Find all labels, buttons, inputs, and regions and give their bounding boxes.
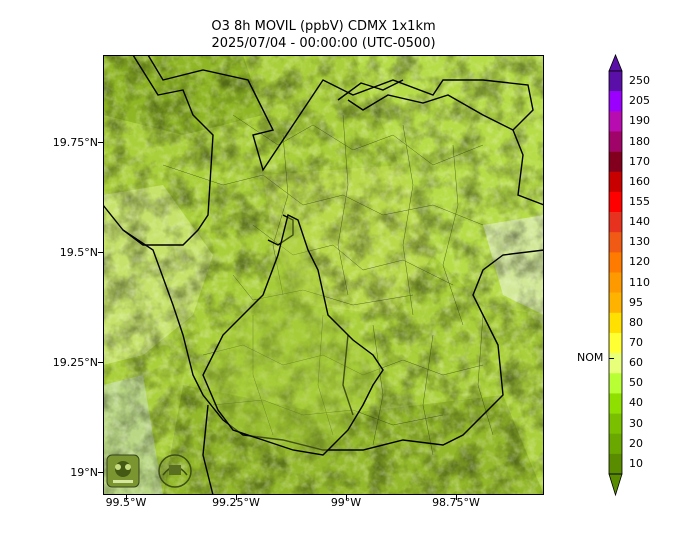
colorbar xyxy=(608,53,623,497)
y-label-19.25: 19.25°N xyxy=(52,356,98,369)
colorbar-tick-label: 140 xyxy=(629,215,650,229)
colorbar-segment xyxy=(609,312,622,334)
colorbar-tick-label: 180 xyxy=(629,134,650,148)
x-label-99.25: 99.25°W xyxy=(212,496,260,509)
colorbar-tick-label: 95 xyxy=(629,295,643,309)
colorbar-segment xyxy=(609,252,622,273)
colorbar-tick-label: 80 xyxy=(629,315,643,329)
colorbar-segment xyxy=(609,272,622,293)
colorbar-tick-label: 50 xyxy=(629,376,643,390)
y-label-19.5: 19.5°N xyxy=(59,246,98,259)
y-tick xyxy=(98,472,103,473)
calidad-aire-logo xyxy=(158,454,192,488)
colorbar-tick-label: 30 xyxy=(629,416,643,430)
colorbar-bottom-extend xyxy=(608,473,623,497)
terrain-highlights xyxy=(103,55,544,495)
map-title: O3 8h MOVIL (ppbV) CDMX 1x1km xyxy=(211,19,436,34)
nom-tick xyxy=(609,358,614,359)
colorbar-segment xyxy=(609,151,622,173)
nom-label: NOM xyxy=(577,351,604,364)
colorbar-tick-label: 190 xyxy=(629,114,650,128)
colorbar-tick-label: 155 xyxy=(629,194,650,208)
y-label-19: 19°N xyxy=(70,466,98,479)
x-label-98.75: 98.75°W xyxy=(432,496,480,509)
colorbar-tick-label: 40 xyxy=(629,396,643,410)
colorbar-tick-label: 130 xyxy=(629,235,650,249)
map-frame xyxy=(103,55,544,495)
x-label-99.5: 99.5°W xyxy=(105,496,147,509)
colorbar-segment xyxy=(609,232,622,253)
x-tick xyxy=(346,495,347,500)
colorbar-segment xyxy=(609,292,622,314)
colorbar-tick-label: 10 xyxy=(629,456,643,470)
colorbar-segment xyxy=(609,373,622,394)
sedema-logo xyxy=(106,454,140,488)
colorbar-segment xyxy=(609,353,622,374)
colorbar-segment xyxy=(609,91,622,112)
x-tick xyxy=(126,495,127,500)
municipal-boundaries xyxy=(162,114,494,456)
map-border xyxy=(103,55,544,495)
colorbar-tick-label: 60 xyxy=(629,356,643,370)
colorbar-segment xyxy=(609,413,622,434)
colorbar-tick-label: 205 xyxy=(629,94,650,108)
colorbar-segment xyxy=(609,191,622,213)
colorbar-segment xyxy=(609,453,622,475)
colorbar-tick-label: 110 xyxy=(629,275,650,289)
colorbar-frame xyxy=(608,70,623,475)
x-tick xyxy=(456,495,457,500)
colorbar-segment xyxy=(609,131,622,152)
colorbar-segment xyxy=(609,393,622,414)
colorbar-tick-label: 160 xyxy=(629,174,650,188)
colorbar-segment xyxy=(609,111,622,132)
colorbar-tick-label: 120 xyxy=(629,255,650,269)
x-label-99: 99°W xyxy=(330,496,362,509)
map-timestamp: 2025/07/04 - 00:00:00 (UTC-0500) xyxy=(211,36,436,51)
colorbar-top-extend xyxy=(608,53,623,72)
colorbar-tick-label: 250 xyxy=(629,74,650,88)
colorbar-tick-label: 20 xyxy=(629,436,643,450)
y-tick xyxy=(98,362,103,363)
colorbar-tick-label: 170 xyxy=(629,154,650,168)
y-label-19.75: 19.75°N xyxy=(52,136,98,149)
y-tick xyxy=(98,142,103,143)
x-tick xyxy=(236,495,237,500)
colorbar-tick-label: 70 xyxy=(629,336,643,350)
colorbar-segment xyxy=(609,212,622,233)
colorbar-segment xyxy=(609,433,622,455)
colorbar-segment xyxy=(609,71,622,92)
cdmx-boundary xyxy=(202,213,384,456)
y-tick xyxy=(98,252,103,253)
colorbar-segment xyxy=(609,332,622,354)
state-boundaries xyxy=(103,55,544,495)
colorbar-segment xyxy=(609,171,622,193)
